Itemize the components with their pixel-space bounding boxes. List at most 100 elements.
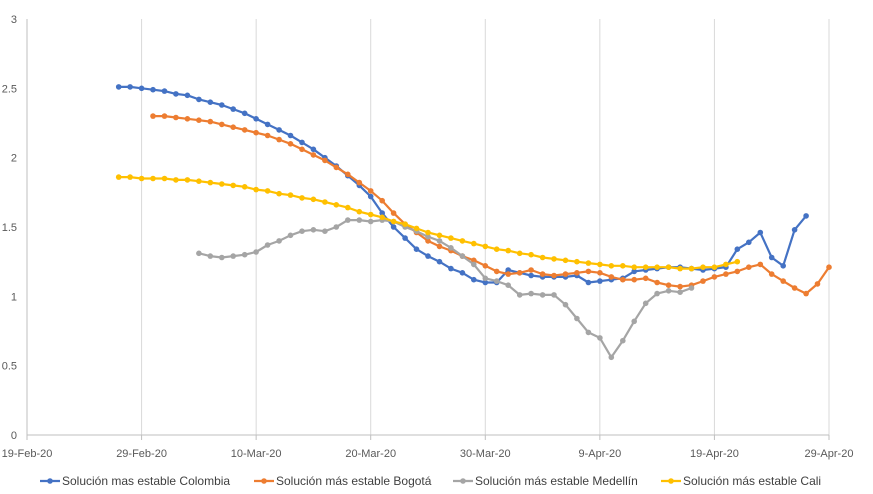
data-point xyxy=(356,179,363,186)
data-point xyxy=(310,227,317,233)
data-point xyxy=(459,270,466,276)
data-point xyxy=(299,195,305,201)
data-point xyxy=(322,228,328,234)
data-point xyxy=(436,243,443,250)
data-point xyxy=(631,264,637,271)
x-tick-label: 30-Mar-20 xyxy=(460,448,511,460)
data-point xyxy=(425,238,431,244)
data-point xyxy=(184,116,191,122)
data-point xyxy=(574,270,580,276)
data-point xyxy=(287,192,294,198)
legend-entry: Solución más estable Cali xyxy=(661,474,821,488)
data-point xyxy=(230,253,236,259)
data-point xyxy=(425,253,431,259)
data-point xyxy=(505,247,512,254)
x-tick-label: 19-Apr-20 xyxy=(690,448,739,460)
data-point xyxy=(230,124,236,130)
x-tick-label: 29-Feb-20 xyxy=(116,448,167,460)
y-tick-label: 1.5 xyxy=(2,222,17,234)
data-point xyxy=(196,250,202,257)
data-point xyxy=(161,88,168,94)
data-point xyxy=(310,146,317,153)
series-line xyxy=(198,219,692,359)
data-point xyxy=(459,253,466,259)
legend-label: Solución más estable Cali xyxy=(683,474,821,488)
data-point xyxy=(207,118,214,125)
data-point xyxy=(276,136,282,143)
data-point xyxy=(562,257,569,264)
data-point xyxy=(528,267,534,273)
data-point xyxy=(528,251,534,258)
data-point xyxy=(631,318,637,325)
data-point xyxy=(482,275,489,282)
data-point xyxy=(642,264,649,271)
data-point xyxy=(184,92,191,99)
data-point xyxy=(184,177,191,183)
data-point xyxy=(482,243,489,250)
legend-swatch-marker xyxy=(668,478,674,484)
data-point xyxy=(390,224,397,230)
axes: 19-Feb-20 29-Feb-20 10-Mar-20 20-Mar-20 30-M… xyxy=(2,14,854,460)
data-point xyxy=(345,204,351,211)
data-point xyxy=(562,301,569,308)
data-point xyxy=(150,113,156,119)
data-point xyxy=(241,184,248,190)
data-point xyxy=(310,152,317,158)
data-point xyxy=(207,253,214,259)
data-point xyxy=(700,264,706,271)
data-point xyxy=(425,229,431,236)
data-point xyxy=(734,268,741,275)
data-point xyxy=(138,85,145,92)
data-point xyxy=(803,290,809,297)
legend-entry: Solución mas estable Colombia xyxy=(40,474,230,488)
x-tick-label: 10-Mar-20 xyxy=(231,448,282,460)
y-tick-label: 1 xyxy=(11,291,17,303)
data-point xyxy=(379,197,386,204)
data-point xyxy=(551,256,557,262)
data-point xyxy=(253,186,259,193)
data-point xyxy=(505,271,512,277)
series-2 xyxy=(196,217,695,361)
data-point xyxy=(367,188,374,194)
data-point xyxy=(425,233,431,240)
data-point xyxy=(608,354,615,361)
data-point xyxy=(654,279,660,286)
y-tick-label: 3 xyxy=(11,14,17,26)
data-point xyxy=(768,271,775,277)
data-point xyxy=(276,190,282,197)
data-point xyxy=(665,264,672,271)
data-point xyxy=(620,337,626,344)
data-point xyxy=(333,202,340,208)
data-point xyxy=(287,141,294,147)
gridlines xyxy=(141,19,830,435)
x-tick-label: 29-Apr-20 xyxy=(805,448,854,460)
data-point xyxy=(287,132,294,139)
data-point xyxy=(276,238,282,244)
data-point xyxy=(161,175,168,182)
data-point xyxy=(620,276,626,283)
data-point xyxy=(219,102,225,108)
data-point xyxy=(734,258,741,265)
data-point xyxy=(677,283,683,290)
data-point xyxy=(219,254,225,261)
data-point xyxy=(333,164,340,171)
data-point xyxy=(654,264,660,271)
data-point xyxy=(173,177,179,183)
series-3 xyxy=(115,174,741,272)
data-point xyxy=(390,218,397,225)
data-point xyxy=(711,274,718,280)
data-point xyxy=(471,276,477,283)
data-point xyxy=(471,261,477,268)
data-point xyxy=(482,279,489,286)
data-point xyxy=(299,228,305,234)
data-point xyxy=(322,157,328,164)
data-point xyxy=(264,242,271,248)
data-point xyxy=(505,282,512,289)
data-point xyxy=(665,288,672,294)
data-point xyxy=(757,229,764,236)
data-point xyxy=(367,218,374,225)
data-point xyxy=(115,174,122,180)
data-point xyxy=(207,99,214,105)
data-point xyxy=(562,271,569,277)
